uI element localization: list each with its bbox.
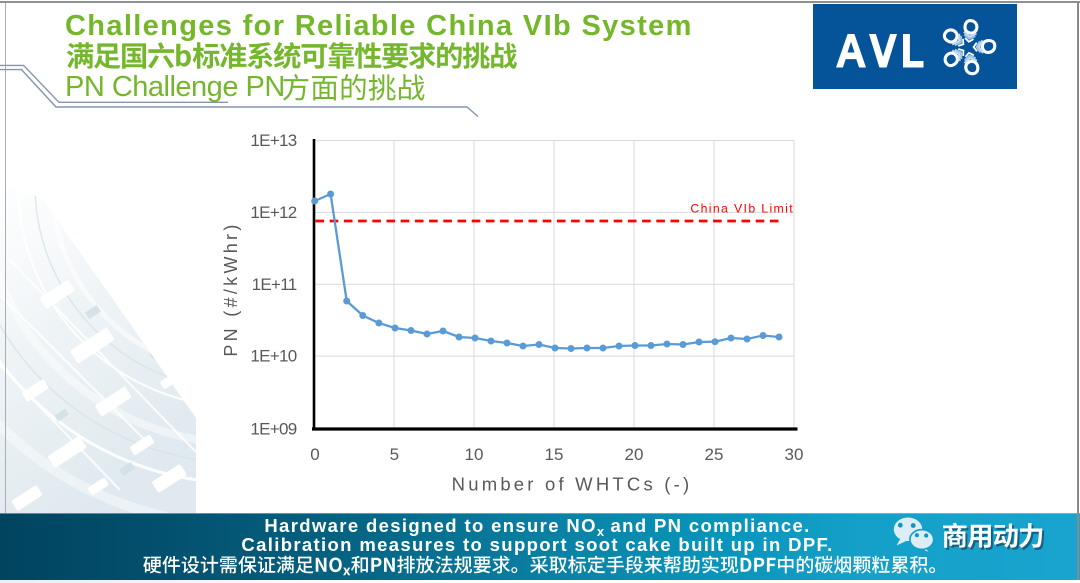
svg-text:30: 30 bbox=[785, 445, 804, 464]
svg-text:25: 25 bbox=[705, 445, 724, 464]
svg-text:0: 0 bbox=[310, 445, 319, 464]
svg-text:1E+11: 1E+11 bbox=[252, 275, 297, 294]
svg-text:15: 15 bbox=[545, 445, 564, 464]
svg-text:PN (#/kWhr): PN (#/kWhr) bbox=[221, 221, 241, 356]
svg-text:20: 20 bbox=[625, 445, 644, 464]
svg-text:1E+13: 1E+13 bbox=[250, 131, 296, 150]
svg-text:10: 10 bbox=[465, 445, 484, 464]
svg-text:1E+10: 1E+10 bbox=[250, 347, 296, 366]
svg-text:5: 5 bbox=[390, 445, 399, 464]
svg-text:1E+09: 1E+09 bbox=[250, 420, 296, 439]
svg-text:Number of WHTCs (-): Number of WHTCs (-) bbox=[452, 474, 693, 495]
svg-text:1E+12: 1E+12 bbox=[250, 203, 296, 222]
svg-text:China VIb Limit: China VIb Limit bbox=[690, 202, 794, 216]
